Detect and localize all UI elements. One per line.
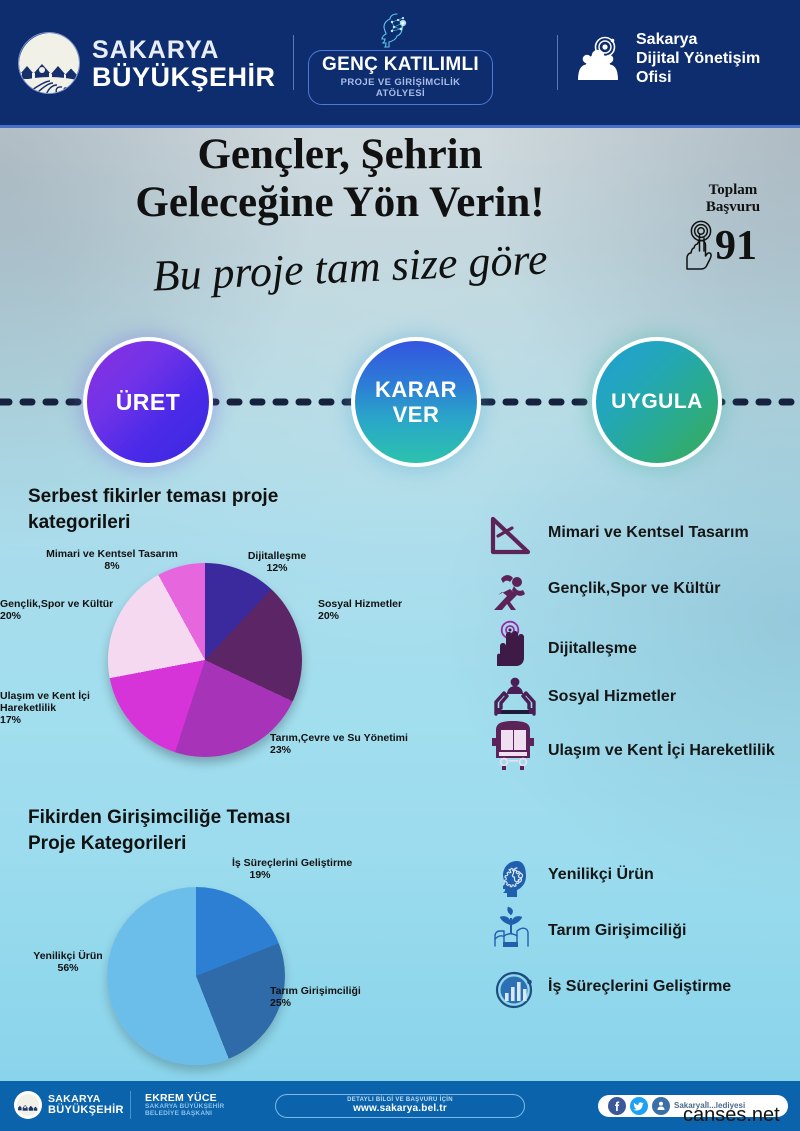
svg-text:Bu proje tam size göre: Bu proje tam size göre — [152, 234, 549, 300]
